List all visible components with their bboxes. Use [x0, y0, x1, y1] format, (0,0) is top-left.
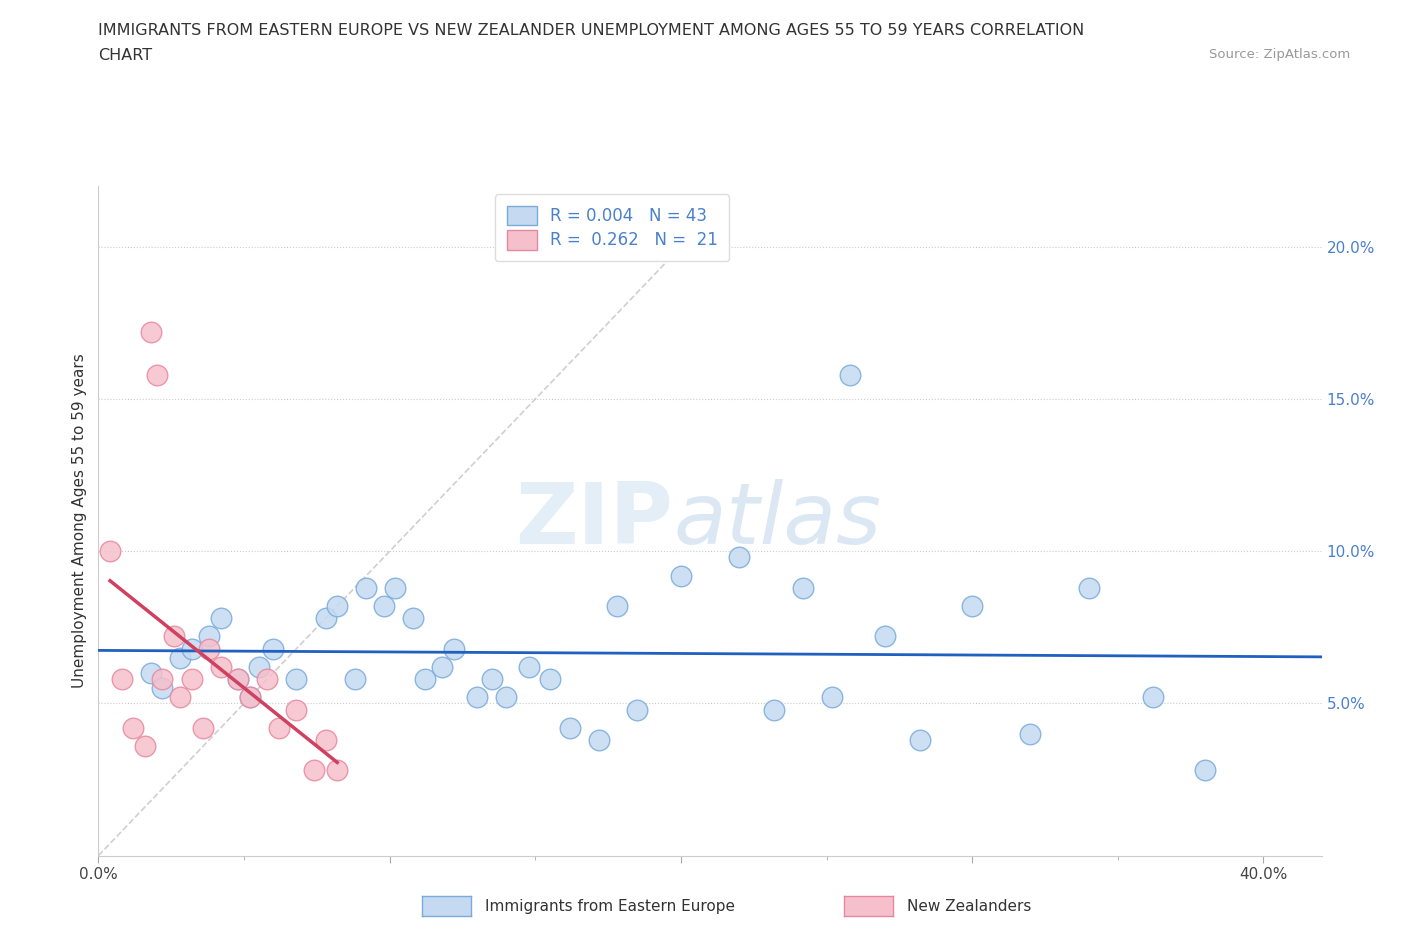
- Point: [481, 671, 503, 686]
- Point: [384, 580, 406, 595]
- Text: ZIP: ZIP: [516, 479, 673, 563]
- Point: [302, 763, 325, 777]
- Legend: R = 0.004   N = 43, R =  0.262   N =  21: R = 0.004 N = 43, R = 0.262 N = 21: [495, 194, 730, 261]
- Point: [98, 544, 121, 559]
- Point: [588, 733, 610, 748]
- Point: [430, 659, 453, 674]
- Point: [873, 629, 896, 644]
- Point: [169, 690, 191, 705]
- Point: [669, 568, 692, 583]
- Point: [326, 763, 349, 777]
- Point: [626, 702, 648, 717]
- Point: [1077, 580, 1099, 595]
- Point: [139, 325, 162, 339]
- Point: [763, 702, 786, 717]
- Point: [560, 721, 582, 736]
- Point: [134, 738, 156, 753]
- Text: IMMIGRANTS FROM EASTERN EUROPE VS NEW ZEALANDER UNEMPLOYMENT AMONG AGES 55 TO 59: IMMIGRANTS FROM EASTERN EUROPE VS NEW ZE…: [98, 23, 1084, 38]
- Point: [226, 671, 249, 686]
- Point: [226, 671, 249, 686]
- Point: [193, 721, 215, 736]
- Point: [1194, 763, 1216, 777]
- Point: [343, 671, 366, 686]
- Point: [1142, 690, 1164, 705]
- Point: [152, 671, 174, 686]
- Point: [908, 733, 931, 748]
- Point: [180, 641, 202, 656]
- Text: Source: ZipAtlas.com: Source: ZipAtlas.com: [1209, 48, 1350, 61]
- Text: atlas: atlas: [673, 479, 882, 563]
- Point: [256, 671, 278, 686]
- Text: CHART: CHART: [98, 48, 152, 63]
- Point: [247, 659, 270, 674]
- Point: [111, 671, 134, 686]
- Point: [373, 599, 395, 614]
- Point: [285, 702, 308, 717]
- Point: [163, 629, 186, 644]
- Text: Immigrants from Eastern Europe: Immigrants from Eastern Europe: [485, 899, 735, 914]
- Point: [285, 671, 308, 686]
- Point: [443, 641, 465, 656]
- Point: [239, 690, 262, 705]
- Point: [838, 367, 860, 382]
- Point: [198, 641, 221, 656]
- Point: [169, 650, 191, 665]
- Point: [538, 671, 561, 686]
- Point: [728, 550, 751, 565]
- Point: [152, 681, 174, 696]
- Point: [356, 580, 378, 595]
- Point: [1019, 726, 1042, 741]
- Y-axis label: Unemployment Among Ages 55 to 59 years: Unemployment Among Ages 55 to 59 years: [72, 353, 87, 688]
- Point: [180, 671, 202, 686]
- Point: [315, 733, 337, 748]
- Point: [209, 659, 232, 674]
- Point: [519, 659, 541, 674]
- Point: [402, 611, 425, 626]
- Point: [145, 367, 167, 382]
- Point: [198, 629, 221, 644]
- Point: [209, 611, 232, 626]
- Point: [326, 599, 349, 614]
- Text: New Zealanders: New Zealanders: [907, 899, 1031, 914]
- Point: [821, 690, 844, 705]
- Point: [465, 690, 488, 705]
- Point: [139, 666, 162, 681]
- Point: [606, 599, 628, 614]
- Point: [122, 721, 145, 736]
- Point: [239, 690, 262, 705]
- Point: [792, 580, 814, 595]
- Point: [315, 611, 337, 626]
- Point: [267, 721, 290, 736]
- Point: [495, 690, 517, 705]
- Point: [413, 671, 436, 686]
- Point: [960, 599, 983, 614]
- Point: [262, 641, 284, 656]
